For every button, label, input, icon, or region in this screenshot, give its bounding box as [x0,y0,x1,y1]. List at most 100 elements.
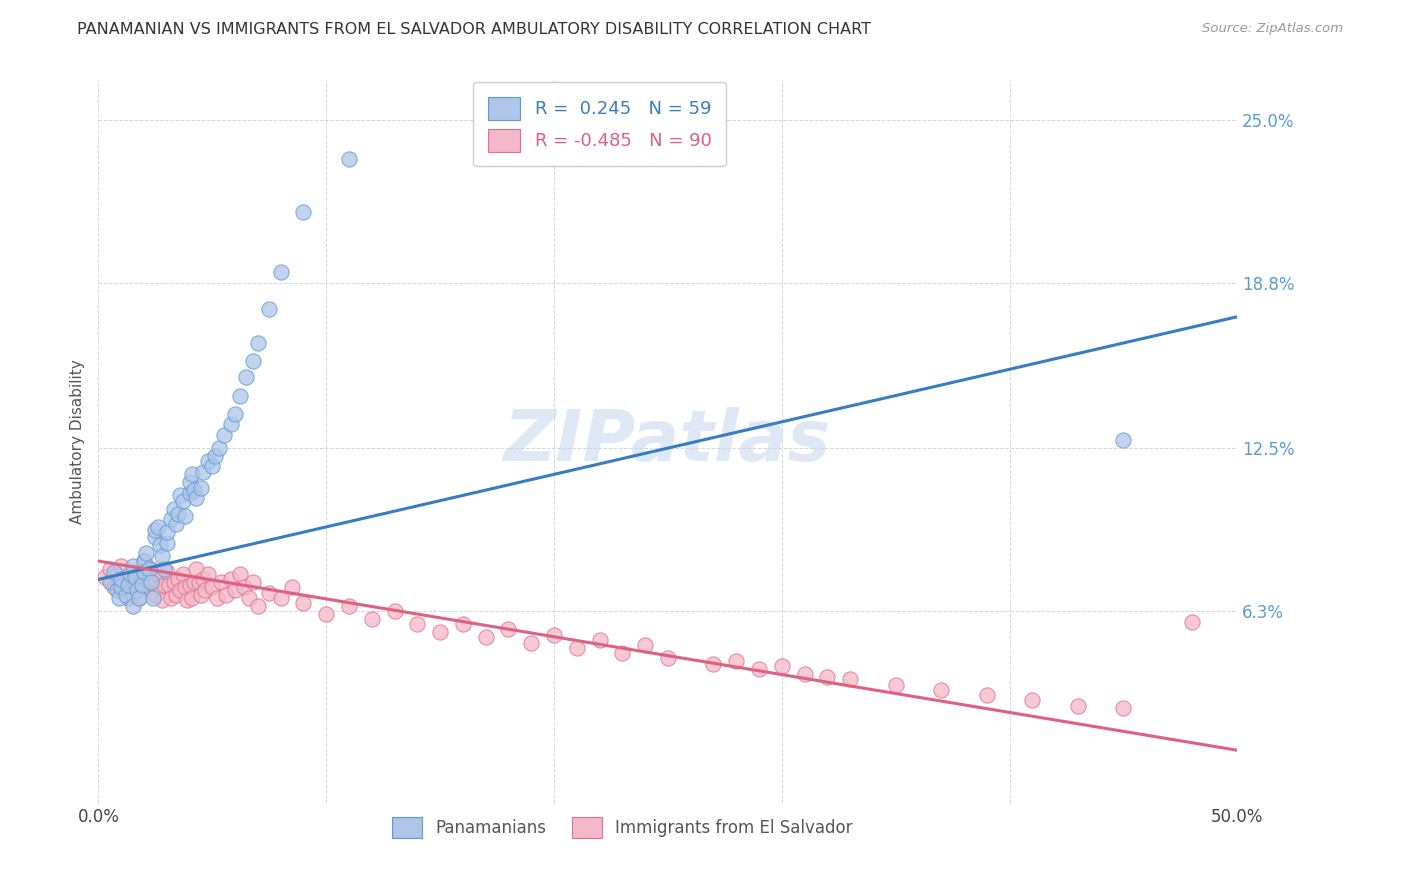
Point [337,152,360,166]
Point [180,467,202,482]
Point [315,607,337,621]
Point [146,520,169,534]
Point [169,582,191,597]
Point [197,567,219,582]
Point [128,591,150,605]
Point [270,265,292,279]
Point [121,599,143,613]
Point [94,570,117,584]
Point [167,507,190,521]
Point [172,567,194,582]
Point [197,454,219,468]
Point [98,562,121,576]
Point [246,336,269,351]
Point [543,627,565,641]
Point [1112,701,1135,715]
Point [108,578,131,592]
Point [162,575,184,590]
Point [474,630,496,644]
Point [138,562,160,576]
Point [219,573,242,587]
Point [193,465,215,479]
Point [815,670,838,684]
Point [1112,434,1135,448]
Point [292,596,315,610]
Point [142,591,165,605]
Point [124,565,146,579]
Point [209,575,232,590]
Point [150,549,173,563]
Point [160,512,183,526]
Point [160,591,183,605]
Point [186,491,208,505]
Point [194,582,217,597]
Point [110,559,132,574]
Point [929,682,952,697]
Point [205,591,228,605]
Point [588,632,610,647]
Point [793,667,815,681]
Y-axis label: Ambulatory Disability: Ambulatory Disability [69,359,84,524]
Point [172,493,194,508]
Point [238,591,260,605]
Point [139,562,162,576]
Point [201,459,224,474]
Point [149,538,172,552]
Point [117,591,139,605]
Point [259,301,281,316]
Point [201,580,224,594]
Point [1067,698,1090,713]
Point [1181,615,1204,629]
Point [233,580,256,594]
Point [127,582,149,597]
Point [281,580,304,594]
Point [384,604,406,618]
Point [498,623,520,637]
Point [634,638,657,652]
Point [103,565,125,579]
Point [128,591,150,605]
Point [839,673,862,687]
Point [105,567,128,582]
Point [156,565,179,579]
Point [212,428,235,442]
Point [702,657,724,671]
Point [179,475,201,490]
Point [186,562,208,576]
Point [259,585,281,599]
Point [153,578,176,592]
Point [149,580,172,594]
Point [193,573,215,587]
Point [108,591,131,605]
Point [725,654,748,668]
Point [117,578,139,592]
Point [770,659,793,673]
Point [224,407,246,421]
Point [565,640,588,655]
Point [169,488,191,502]
Point [270,591,292,605]
Point [145,531,167,545]
Point [114,588,136,602]
Point [1021,693,1043,707]
Point [748,662,770,676]
Point [157,578,180,592]
Point [110,573,132,587]
Point [183,575,205,590]
Point [235,370,257,384]
Point [132,554,155,568]
Point [429,625,451,640]
Point [110,580,132,594]
Text: ZIPatlas: ZIPatlas [505,407,831,476]
Point [360,612,382,626]
Point [103,580,125,594]
Point [127,578,149,592]
Point [153,562,176,576]
Point [292,204,315,219]
Point [337,599,360,613]
Point [145,588,167,602]
Point [167,573,190,587]
Point [176,593,198,607]
Point [114,582,136,597]
Point [179,578,201,592]
